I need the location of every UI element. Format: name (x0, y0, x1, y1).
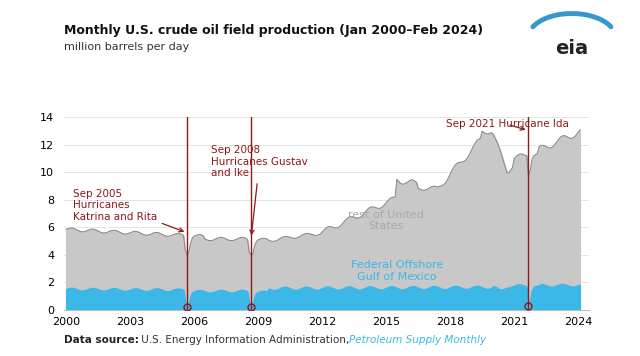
Text: rest of United
States: rest of United States (348, 210, 424, 231)
Text: million barrels per day: million barrels per day (64, 42, 189, 52)
Text: Sep 2008
Hurricanes Gustav
and Ike: Sep 2008 Hurricanes Gustav and Ike (211, 145, 308, 234)
Text: eia: eia (556, 39, 588, 58)
Text: Sep 2005
Hurricanes
Katrina and Rita: Sep 2005 Hurricanes Katrina and Rita (72, 189, 183, 232)
Text: Data source:: Data source: (64, 335, 139, 345)
Text: Sep 2021 Hurricane Ida: Sep 2021 Hurricane Ida (446, 119, 569, 130)
Text: Monthly U.S. crude oil field production (Jan 2000–Feb 2024): Monthly U.S. crude oil field production … (64, 24, 483, 37)
Text: Federal Offshore
Gulf of Mexico: Federal Offshore Gulf of Mexico (351, 261, 443, 282)
Text: Petroleum Supply Monthly: Petroleum Supply Monthly (349, 335, 486, 345)
Text: U.S. Energy Information Administration,: U.S. Energy Information Administration, (138, 335, 352, 345)
